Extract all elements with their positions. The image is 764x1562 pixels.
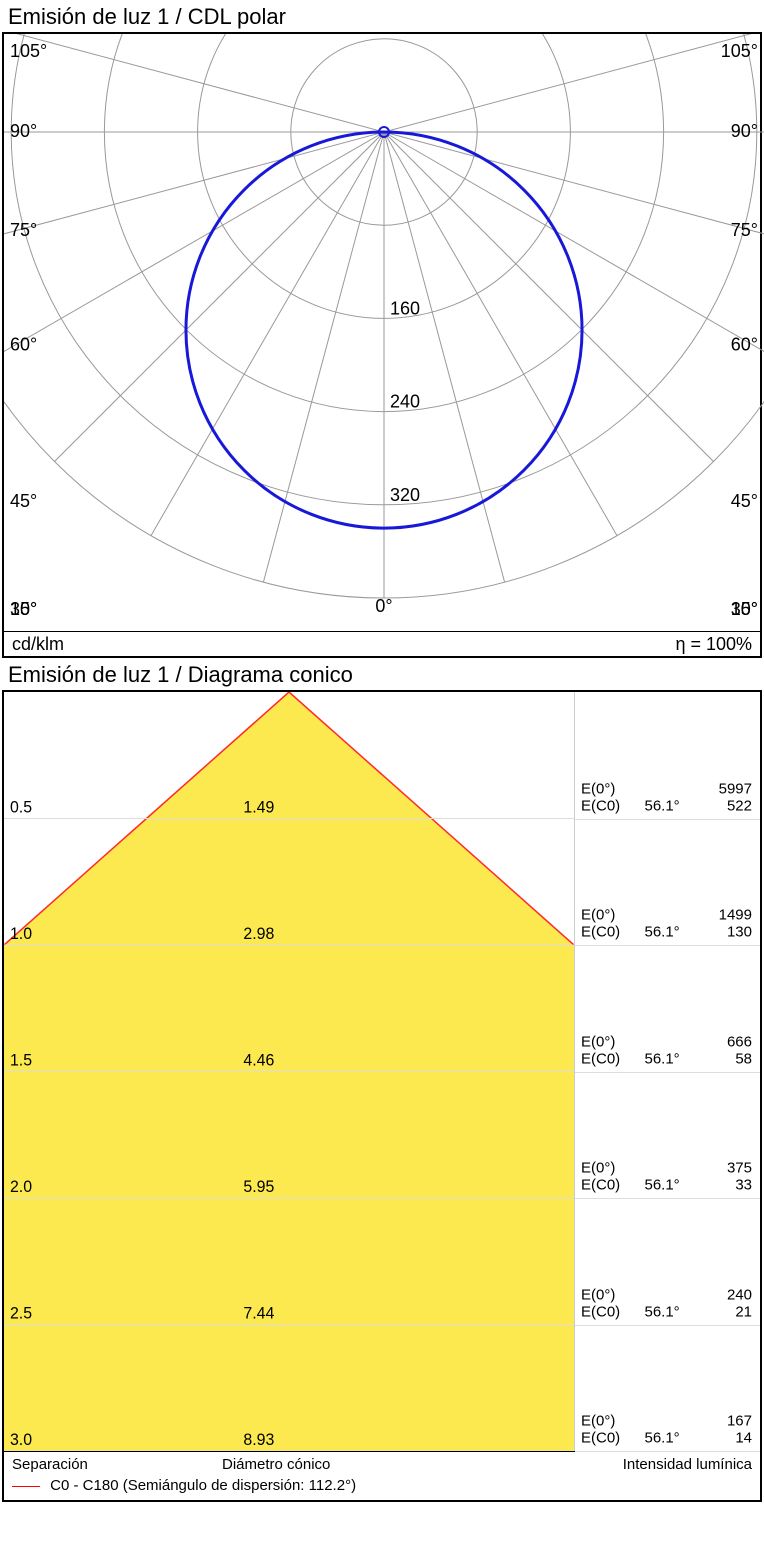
- svg-text:90°: 90°: [10, 121, 37, 141]
- svg-text:3.0: 3.0: [10, 1431, 32, 1449]
- cone-title: Emisión de luz 1 / Diagrama conico: [0, 658, 764, 690]
- footer-col-int: Intensidad lumínica: [623, 1456, 752, 1473]
- cone-intensity-row: E(0°)240E(C0)56.1°21: [581, 1286, 752, 1325]
- svg-text:1.5: 1.5: [10, 1051, 32, 1069]
- svg-text:0.5: 0.5: [10, 798, 32, 816]
- cone-right-panel: E(0°)5997E(C0)56.1°522 E(0°)1499E(C0)56.1…: [574, 692, 760, 1451]
- svg-text:1.49: 1.49: [243, 798, 274, 816]
- svg-text:2.98: 2.98: [243, 925, 274, 943]
- svg-text:45°: 45°: [731, 491, 758, 511]
- cone-intensity-row: E(0°)167E(C0)56.1°14: [581, 1413, 752, 1452]
- svg-text:320: 320: [390, 485, 420, 505]
- legend-line-icon: [12, 1486, 40, 1487]
- svg-text:5.95: 5.95: [243, 1178, 274, 1196]
- svg-text:2.5: 2.5: [10, 1304, 32, 1322]
- svg-text:60°: 60°: [10, 335, 37, 355]
- svg-text:105°: 105°: [721, 41, 758, 61]
- svg-text:160: 160: [390, 298, 420, 318]
- cone-footer: Separación Diámetro cónico Intensidad lu…: [4, 1451, 760, 1500]
- cone-intensity-row: E(0°)666E(C0)56.1°58: [581, 1033, 752, 1072]
- cone-legend: C0 - C180 (Semiángulo de dispersión: 112…: [12, 1477, 752, 1494]
- svg-text:90°: 90°: [731, 121, 758, 141]
- cone-left-panel: 0.5 1.49 1.0 2.98 1.5 4.46 2.0 5.95 2.5 7.44 3.0 8.…: [4, 692, 574, 1451]
- polar-chart: 160 240 320 105° 105° 90° 90° 75° 75° 60° 60° 45° 45…: [2, 32, 762, 658]
- footer-col-diam: Diámetro cónico: [222, 1456, 623, 1473]
- svg-text:105°: 105°: [10, 41, 47, 61]
- svg-text:7.44: 7.44: [243, 1304, 274, 1322]
- cone-chart: 0.5 1.49 1.0 2.98 1.5 4.46 2.0 5.95 2.5 7.44 3.0 8.…: [2, 690, 762, 1502]
- svg-text:75°: 75°: [731, 220, 758, 240]
- cone-intensity-row: E(0°)1499E(C0)56.1°130: [581, 907, 752, 946]
- cone-intensity-row: E(0°)375E(C0)56.1°33: [581, 1160, 752, 1199]
- polar-eta: η = 100%: [675, 634, 752, 655]
- svg-text:45°: 45°: [10, 491, 37, 511]
- footer-col-sep: Separación: [12, 1456, 222, 1473]
- legend-text: C0 - C180 (Semiángulo de dispersión: 112…: [50, 1477, 356, 1494]
- svg-text:0°: 0°: [375, 596, 392, 616]
- svg-text:15°: 15°: [731, 599, 758, 619]
- polar-unit: cd/klm: [12, 634, 64, 655]
- svg-text:2.0: 2.0: [10, 1178, 32, 1196]
- polar-title: Emisión de luz 1 / CDL polar: [0, 0, 764, 32]
- cone-svg: 0.5 1.49 1.0 2.98 1.5 4.46 2.0 5.95 2.5 7.44 3.0 8.…: [4, 692, 574, 1451]
- svg-text:60°: 60°: [731, 335, 758, 355]
- polar-svg: 160 240 320 105° 105° 90° 90° 75° 75° 60° 60° 45° 45…: [4, 34, 764, 626]
- svg-text:1.0: 1.0: [10, 925, 32, 943]
- svg-text:240: 240: [390, 392, 420, 412]
- cone-intensity-row: E(0°)5997E(C0)56.1°522: [581, 780, 752, 819]
- svg-text:4.46: 4.46: [243, 1051, 274, 1069]
- svg-text:8.93: 8.93: [243, 1431, 274, 1449]
- svg-text:15°: 15°: [10, 599, 37, 619]
- polar-footer: cd/klm η = 100%: [4, 631, 760, 657]
- svg-text:75°: 75°: [10, 220, 37, 240]
